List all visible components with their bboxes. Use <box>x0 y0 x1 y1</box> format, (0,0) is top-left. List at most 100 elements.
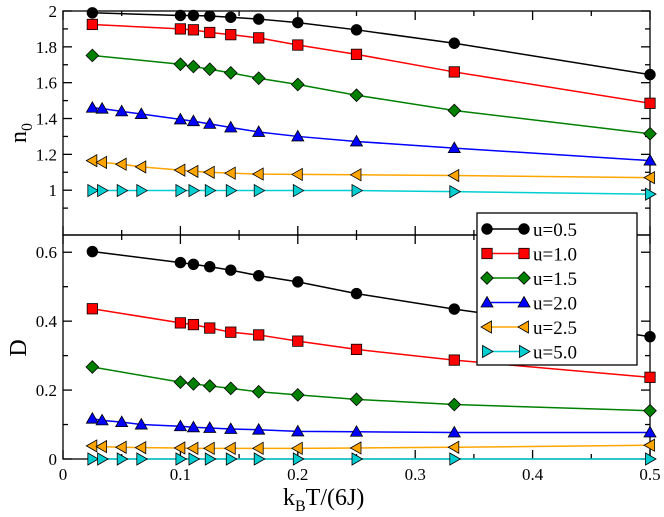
series-u=5.0 <box>87 183 657 201</box>
legend-entry: u=5.0 <box>482 343 577 364</box>
data-point <box>643 126 657 141</box>
legend-label: u=0.5 <box>533 220 577 241</box>
data-point <box>225 183 238 198</box>
data-point <box>116 452 129 466</box>
bottom-panel: 0 0.2 0.4 0.6 0 0.1 0.2 0.3 0.4 0.5 <box>36 234 661 484</box>
data-point <box>447 397 462 412</box>
data-point <box>86 18 98 31</box>
data-point <box>174 23 186 35</box>
data-point <box>186 377 201 391</box>
data-point <box>204 322 216 334</box>
x-tick-label: 0.1 <box>170 465 191 484</box>
data-point <box>186 420 201 433</box>
series-line <box>92 54 651 135</box>
legend-entry: u=1.5 <box>480 269 577 290</box>
data-point <box>202 165 215 179</box>
data-point <box>252 422 266 435</box>
series-line <box>92 12 651 76</box>
data-point <box>290 77 305 92</box>
legend-marker <box>517 295 531 308</box>
data-point <box>86 245 99 258</box>
data-point <box>251 71 266 86</box>
data-point <box>253 269 265 282</box>
data-point <box>447 141 461 153</box>
data-point <box>202 379 217 393</box>
data-point <box>448 37 460 49</box>
data-point <box>290 167 303 182</box>
data-point <box>225 326 237 338</box>
legend-marker <box>480 320 492 334</box>
data-point <box>253 329 265 341</box>
data-point <box>351 183 364 198</box>
data-point <box>350 48 363 60</box>
data-point <box>186 114 201 127</box>
series-line <box>92 308 651 379</box>
data-point <box>188 183 201 198</box>
data-point <box>204 183 217 198</box>
data-point <box>174 317 186 329</box>
data-point <box>173 112 188 125</box>
data-point <box>292 39 304 51</box>
data-point <box>447 103 462 118</box>
data-point <box>291 424 305 437</box>
data-point <box>350 24 363 36</box>
x-axis-label-group: kBT/(6J) <box>283 485 364 515</box>
data-point <box>253 183 266 198</box>
data-point <box>644 371 656 383</box>
data-point <box>349 392 364 407</box>
legend-marker <box>480 271 494 285</box>
data-point <box>85 439 98 453</box>
series-u=2.5 <box>85 438 655 456</box>
legend-marker <box>481 223 493 235</box>
y-tick-label: 1.4 <box>36 110 58 129</box>
data-point <box>114 157 127 171</box>
series-line <box>92 250 651 338</box>
x-tick-label: 0 <box>59 465 68 484</box>
legend-marker <box>517 320 529 334</box>
series-line <box>92 107 651 162</box>
data-point <box>253 13 265 25</box>
series-line <box>92 23 651 105</box>
data-point <box>115 415 129 428</box>
data-point <box>202 441 215 456</box>
legend-marker <box>519 344 531 359</box>
data-point <box>448 66 460 78</box>
data-point <box>95 413 109 426</box>
data-point <box>114 440 127 454</box>
series-u=5.0 <box>87 452 657 466</box>
data-point <box>87 452 100 466</box>
data-point <box>251 441 264 456</box>
data-point <box>187 318 200 331</box>
data-point <box>115 104 129 117</box>
data-point <box>85 411 100 424</box>
data-point <box>203 421 217 433</box>
data-point <box>645 187 657 201</box>
data-point <box>134 107 148 119</box>
y-tick-label: 0.4 <box>36 312 58 331</box>
legend-label: u=2.5 <box>533 318 577 339</box>
data-point <box>187 9 200 22</box>
legend-marker <box>480 295 494 308</box>
data-point <box>87 183 100 198</box>
data-point <box>187 258 200 270</box>
data-point <box>290 441 303 456</box>
data-point <box>95 439 107 454</box>
data-point <box>349 168 362 182</box>
data-point <box>85 48 100 63</box>
data-point <box>223 166 236 180</box>
data-point <box>187 24 200 36</box>
legend-label: u=1.5 <box>533 269 577 290</box>
legend-label: u=2.0 <box>533 294 577 315</box>
data-point <box>175 452 188 466</box>
data-point <box>204 261 216 273</box>
legend-entry: u=2.5 <box>480 318 577 339</box>
data-point <box>351 452 364 466</box>
data-point <box>173 441 186 455</box>
data-point <box>349 424 364 437</box>
data-point <box>225 264 237 276</box>
data-point <box>449 452 462 466</box>
data-point <box>97 183 109 198</box>
data-point <box>448 354 460 366</box>
y-tick-label: 1.2 <box>36 145 57 164</box>
data-point <box>449 184 462 199</box>
